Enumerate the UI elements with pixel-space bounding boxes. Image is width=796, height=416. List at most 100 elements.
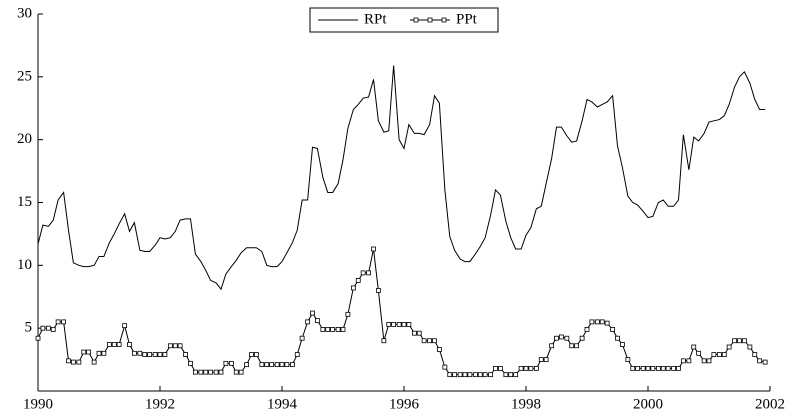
point-marker bbox=[645, 365, 651, 371]
point-marker bbox=[86, 349, 92, 355]
point-marker bbox=[192, 369, 198, 375]
y-tick-label: 5 bbox=[25, 320, 33, 336]
point-marker bbox=[142, 352, 148, 357]
point-marker bbox=[564, 335, 570, 341]
point-marker bbox=[741, 338, 747, 344]
point-marker bbox=[680, 358, 686, 364]
point-marker bbox=[406, 321, 412, 327]
point-marker bbox=[538, 357, 544, 362]
legend-label: PPt bbox=[456, 11, 478, 27]
y-tick-label: 20 bbox=[17, 131, 32, 147]
point-marker bbox=[172, 343, 178, 349]
point-marker bbox=[264, 362, 270, 368]
point-marker bbox=[630, 365, 636, 371]
point-marker bbox=[299, 335, 305, 341]
point-marker bbox=[294, 352, 300, 357]
point-marker bbox=[213, 369, 219, 375]
point-marker bbox=[340, 327, 346, 332]
point-marker bbox=[127, 342, 132, 347]
point-marker bbox=[253, 352, 259, 357]
point-marker bbox=[497, 365, 503, 371]
point-marker bbox=[330, 327, 336, 332]
point-marker bbox=[599, 319, 605, 325]
point-marker bbox=[61, 319, 67, 325]
point-marker bbox=[50, 327, 56, 332]
point-marker bbox=[81, 349, 87, 355]
point-marker bbox=[493, 365, 498, 371]
point-marker bbox=[508, 372, 514, 378]
legend-label: RPt bbox=[364, 11, 387, 27]
point-marker bbox=[91, 359, 97, 365]
point-marker bbox=[528, 365, 534, 371]
point-marker bbox=[345, 311, 351, 317]
point-marker bbox=[762, 359, 768, 365]
point-marker bbox=[244, 362, 250, 368]
point-marker bbox=[610, 327, 616, 332]
point-marker bbox=[305, 319, 311, 325]
point-marker bbox=[574, 343, 580, 349]
x-tick-label: 1992 bbox=[145, 396, 175, 412]
point-marker bbox=[432, 338, 437, 344]
point-marker bbox=[70, 359, 76, 365]
point-marker bbox=[76, 359, 82, 365]
point-marker bbox=[381, 338, 387, 344]
point-marker bbox=[122, 323, 128, 329]
point-marker bbox=[549, 343, 555, 349]
point-marker bbox=[579, 335, 585, 341]
point-marker bbox=[732, 338, 738, 344]
point-marker bbox=[604, 320, 610, 326]
point-marker bbox=[96, 350, 102, 356]
y-tick-label: 30 bbox=[17, 5, 32, 21]
point-marker bbox=[696, 350, 702, 356]
point-marker bbox=[375, 288, 381, 293]
point-marker bbox=[477, 372, 483, 378]
point-marker bbox=[401, 321, 407, 327]
point-marker bbox=[310, 310, 315, 316]
legend-marker bbox=[413, 17, 419, 23]
point-marker bbox=[238, 369, 244, 375]
point-marker bbox=[386, 321, 392, 327]
point-marker bbox=[436, 347, 442, 352]
point-marker bbox=[711, 352, 717, 357]
point-marker bbox=[503, 372, 509, 378]
point-marker bbox=[218, 369, 224, 375]
point-marker bbox=[452, 372, 458, 378]
point-marker bbox=[396, 321, 402, 327]
point-marker bbox=[411, 330, 417, 336]
point-marker bbox=[554, 335, 559, 341]
point-marker bbox=[188, 360, 193, 366]
point-marker bbox=[167, 343, 173, 349]
point-marker bbox=[366, 270, 372, 276]
point-marker bbox=[183, 352, 189, 357]
point-marker bbox=[635, 365, 641, 371]
point-marker bbox=[269, 362, 275, 368]
point-marker bbox=[157, 352, 163, 357]
point-marker bbox=[457, 372, 463, 378]
point-marker bbox=[701, 358, 707, 364]
point-marker bbox=[655, 365, 661, 371]
point-marker bbox=[640, 365, 646, 371]
point-marker bbox=[482, 372, 488, 378]
point-marker bbox=[447, 372, 453, 378]
point-marker bbox=[619, 342, 625, 347]
point-marker bbox=[40, 325, 46, 331]
point-marker bbox=[198, 369, 204, 375]
point-marker bbox=[665, 365, 671, 371]
point-marker bbox=[472, 372, 478, 378]
y-tick-label: 10 bbox=[17, 257, 32, 273]
point-marker bbox=[589, 319, 595, 325]
x-tick-label: 2000 bbox=[633, 396, 663, 412]
point-marker bbox=[131, 350, 137, 356]
point-marker bbox=[325, 327, 331, 332]
point-marker bbox=[737, 338, 742, 344]
point-marker bbox=[350, 285, 356, 291]
point-marker bbox=[66, 358, 71, 364]
point-marker bbox=[116, 342, 122, 347]
point-marker bbox=[594, 319, 600, 325]
point-marker bbox=[726, 344, 732, 350]
point-marker bbox=[274, 362, 280, 368]
point-marker bbox=[371, 246, 376, 252]
point-marker bbox=[427, 338, 433, 344]
